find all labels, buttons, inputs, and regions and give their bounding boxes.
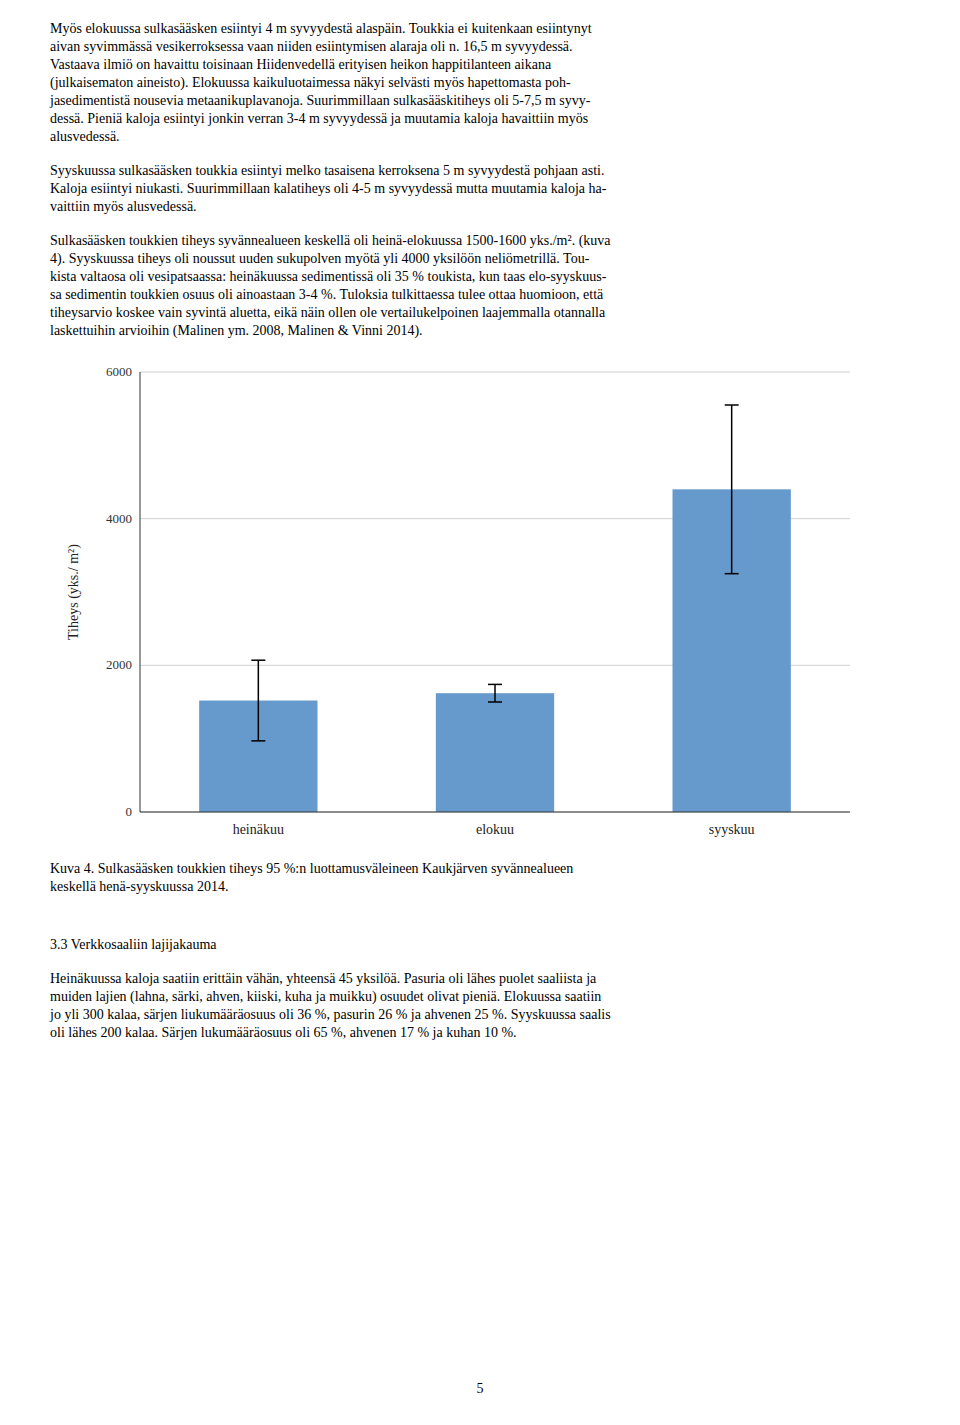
grid-line <box>140 812 850 813</box>
section-header: 3.3 Verkkosaaliin lajijakauma <box>50 936 930 954</box>
error-bar-stem <box>494 684 496 702</box>
bar-chart: 0 2000 4000 6000 heinäkuu elokuu syyskuu Tiheys… <box>50 356 910 856</box>
error-bar <box>488 684 502 702</box>
x-tick-label: syyskuu <box>709 822 755 837</box>
y-axis-line <box>140 372 141 812</box>
paragraph: Myös elokuussa sulkasääsken esiintyi 4 m… <box>50 20 930 146</box>
text-column: Myös elokuussa sulkasääsken esiintyi 4 m… <box>50 20 930 1058</box>
y-tick-label: 6000 <box>106 364 132 379</box>
x-tick-label: elokuu <box>476 822 514 837</box>
error-bar-cap <box>251 659 265 661</box>
error-bar-cap <box>488 684 502 686</box>
error-bar-stem <box>731 405 733 574</box>
y-tick-label: 2000 <box>106 657 132 672</box>
paragraph: Sulkasääsken toukkien tiheys syvännealue… <box>50 232 930 340</box>
bar <box>436 693 554 812</box>
error-bar-cap <box>725 404 739 406</box>
error-bar-cap <box>251 740 265 742</box>
grid-line <box>140 372 850 373</box>
x-tick-label: heinäkuu <box>233 822 284 837</box>
page: {"chart_data": {"type": "bar", "categori… <box>0 0 960 1425</box>
paragraph: Syyskuussa sulkasääsken toukkia esiintyi… <box>50 162 930 216</box>
y-axis-label: Tiheys (yks./ m²) <box>66 544 82 640</box>
error-bar-cap <box>488 701 502 703</box>
y-tick-label: 4000 <box>106 511 132 526</box>
caption: Kuva 4. Sulkasääsken toukkien tiheys 95 … <box>50 860 930 896</box>
page-number: 5 <box>0 1381 960 1397</box>
x-axis-line <box>140 812 850 813</box>
error-bar <box>725 405 739 574</box>
plot-marks <box>199 405 791 812</box>
y-tick-label: 0 <box>126 804 133 819</box>
error-bar-stem <box>258 660 260 741</box>
error-bar <box>251 660 265 741</box>
paragraph: Heinäkuussa kaloja saatiin erittäin vähä… <box>50 970 930 1042</box>
error-bar-cap <box>725 573 739 575</box>
